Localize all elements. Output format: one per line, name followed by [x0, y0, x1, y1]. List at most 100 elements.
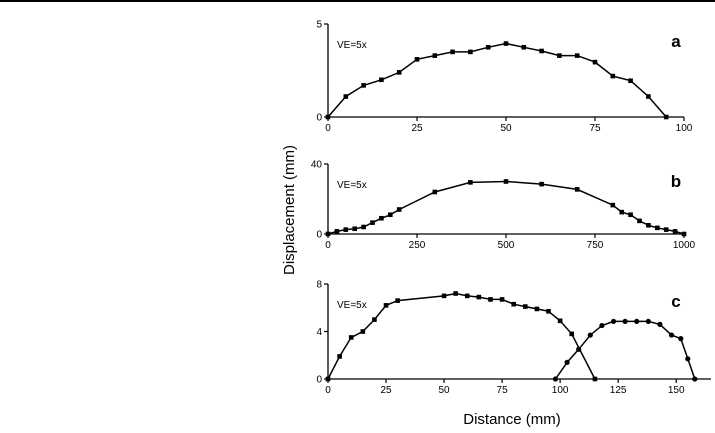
y-tick-label: 0: [316, 230, 322, 241]
data-point: [325, 114, 331, 120]
vertical-exaggeration-label: VE=5x: [337, 40, 367, 51]
data-point: [592, 59, 598, 65]
data-point: [610, 318, 617, 325]
data-point: [637, 218, 642, 224]
data-point: [592, 376, 598, 382]
data-point: [441, 293, 447, 299]
panel-label: a: [671, 32, 681, 51]
data-point: [539, 48, 544, 54]
data-point: [672, 229, 678, 234]
data-point: [564, 359, 570, 365]
x-tick-label: 25: [411, 123, 423, 134]
x-tick-label: 0: [325, 240, 331, 251]
data-point: [663, 114, 669, 120]
data-point: [343, 227, 349, 232]
data-point: [488, 297, 493, 302]
x-tick-label: 0: [325, 123, 331, 134]
data-point: [628, 212, 633, 218]
panel-label: c: [671, 292, 680, 311]
series-line-1: [327, 180, 685, 235]
x-tick-label: 75: [497, 385, 509, 396]
x-tick-label: 1000: [673, 240, 696, 251]
x-tick-label: 750: [587, 240, 604, 251]
series-line-1: [327, 42, 667, 118]
data-point: [432, 53, 438, 58]
data-point: [360, 329, 366, 334]
data-point: [414, 57, 420, 62]
data-point: [681, 231, 687, 237]
data-point: [395, 298, 400, 303]
data-point: [646, 222, 651, 228]
data-point: [464, 293, 470, 299]
data-point: [372, 317, 377, 322]
y-tick-label: 8: [316, 280, 322, 291]
data-point: [343, 94, 349, 99]
data-point: [325, 231, 331, 237]
data-point: [657, 321, 663, 327]
data-point: [503, 41, 509, 46]
data-point: [599, 322, 605, 329]
data-point: [396, 70, 402, 75]
data-point: [468, 180, 473, 185]
x-tick-label: 125: [610, 385, 627, 396]
chart-panel-c: 0 25 50 75 100 125 150 0 4 8 VE=5x c: [316, 280, 711, 396]
data-point: [348, 335, 354, 340]
data-point: [523, 304, 528, 309]
x-tick-label: 25: [380, 385, 392, 396]
series-line-1: [327, 292, 596, 380]
data-point: [634, 318, 640, 325]
data-point: [352, 226, 357, 232]
y-tick-label: 4: [316, 327, 322, 338]
data-point: [622, 318, 628, 325]
data-point: [552, 376, 559, 382]
data-point: [499, 297, 505, 302]
panel-label: b: [671, 172, 681, 191]
data-point: [574, 187, 580, 192]
y-tick-label: 5: [316, 20, 322, 31]
x-tick-label: 100: [552, 385, 569, 396]
data-point: [678, 336, 684, 342]
x-tick-label: 50: [500, 123, 512, 134]
data-point: [668, 332, 675, 338]
data-point: [337, 354, 342, 359]
data-point: [468, 49, 473, 55]
x-tick-label: 150: [668, 385, 685, 396]
vertical-exaggeration-label: VE=5x: [337, 180, 367, 191]
data-point: [546, 309, 551, 314]
data-point: [574, 53, 580, 58]
x-tick-label: 0: [325, 385, 331, 396]
data-point: [511, 301, 516, 307]
y-axis-label: Displacement (mm): [281, 145, 298, 275]
data-point: [587, 332, 593, 338]
top-rule: [0, 0, 715, 2]
data-point: [646, 94, 651, 99]
x-tick-label: 100: [676, 123, 693, 134]
data-point: [453, 291, 458, 296]
data-point: [569, 331, 575, 337]
data-point: [325, 376, 331, 382]
data-point: [655, 225, 660, 231]
data-point: [576, 346, 582, 352]
x-tick-label: 75: [589, 123, 601, 134]
chart-panel-b: 0 250 500 750 1000 0 40 VE=5x b: [311, 160, 696, 252]
data-point: [396, 207, 402, 212]
chart-panel-a: 0 25 50 75 100 0 5 VE=5x a: [316, 20, 692, 135]
data-point: [539, 181, 544, 187]
y-tick-label: 0: [316, 113, 322, 124]
data-point: [432, 189, 438, 195]
data-point: [685, 356, 691, 362]
data-point: [383, 303, 389, 308]
data-point: [485, 44, 491, 50]
data-point: [334, 229, 340, 234]
data-point: [628, 78, 633, 84]
data-point: [663, 227, 669, 232]
x-tick-label: 500: [498, 240, 515, 251]
x-tick-label: 250: [409, 240, 426, 251]
y-tick-label: 40: [311, 160, 323, 171]
data-point: [361, 83, 366, 88]
y-tick-label: 0: [316, 375, 322, 386]
data-point: [610, 73, 616, 79]
x-axis-label: Distance (mm): [463, 411, 561, 428]
data-point: [557, 53, 562, 58]
